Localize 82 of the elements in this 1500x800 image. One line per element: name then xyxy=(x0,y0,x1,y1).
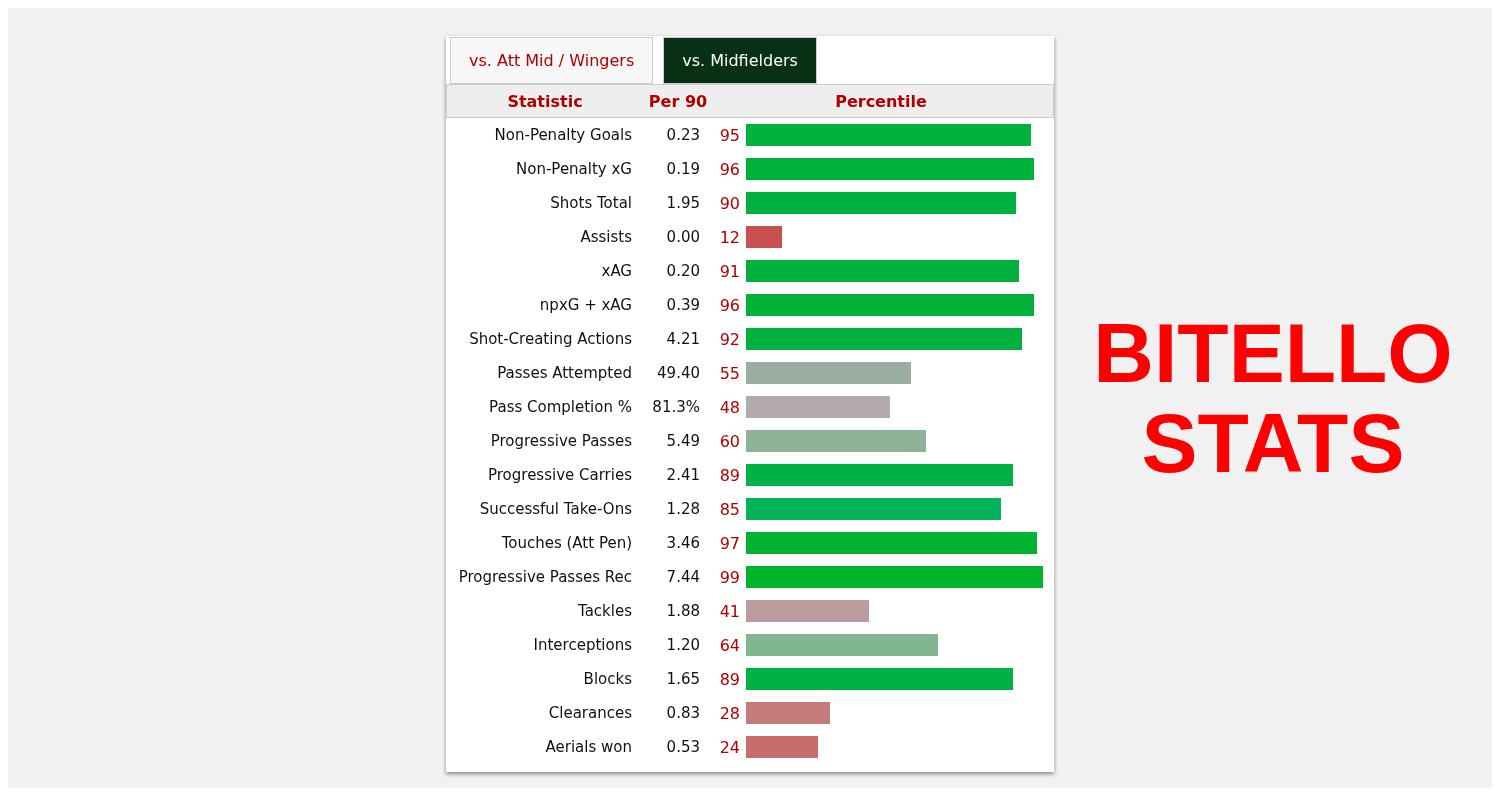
y2-tick-label: 0.83 xyxy=(666,704,700,723)
y2-tick-label: 1.65 xyxy=(666,670,700,689)
bar xyxy=(746,362,911,385)
bar xyxy=(746,668,1013,691)
bar xyxy=(746,600,869,623)
y2-axis-title: Per 90 xyxy=(647,91,709,111)
data-label: 99 xyxy=(719,567,740,587)
y2-tick-label: 49.40 xyxy=(657,364,700,383)
bar xyxy=(746,294,1034,317)
y2-tick-label: 1.95 xyxy=(666,194,700,213)
y2-tick-label: 0.20 xyxy=(666,262,700,281)
data-label: 96 xyxy=(719,295,740,315)
y2-tick-label: 0.53 xyxy=(666,738,700,757)
y2-tick-label: 4.21 xyxy=(666,330,700,349)
y-tick-label: Non-Penalty xG xyxy=(516,160,632,179)
bar xyxy=(746,634,938,657)
y-tick-label: Passes Attempted xyxy=(497,364,632,383)
y-tick-label: Non-Penalty Goals xyxy=(494,126,633,145)
bar xyxy=(746,158,1034,181)
text: BITELLO STATS xyxy=(1092,306,1454,490)
y-tick-label: Shots Total xyxy=(550,194,632,213)
y-tick-label: Touches (Att Pen) xyxy=(500,534,632,553)
text: vs. Midfielders xyxy=(663,37,817,84)
y-tick-label: Progressive Carries xyxy=(487,466,633,485)
text: vs. Att Mid / Wingers xyxy=(450,37,654,84)
y2-tick-label: 1.20 xyxy=(666,636,700,655)
y-tick-label: xAG xyxy=(601,262,632,281)
bar xyxy=(746,192,1016,215)
bar xyxy=(746,260,1019,283)
data-label: 55 xyxy=(719,363,740,383)
data-label: 85 xyxy=(719,499,740,519)
data-label: 97 xyxy=(719,533,740,553)
y-tick-label: Progressive Passes Rec xyxy=(458,568,632,587)
x-axis-title: Percentile xyxy=(834,91,928,111)
y2-tick-label: 7.44 xyxy=(666,568,700,587)
data-label: 91 xyxy=(719,261,740,281)
y2-tick-label: 0.23 xyxy=(666,126,700,145)
bar xyxy=(746,702,830,725)
y-tick-label: Tackles xyxy=(576,602,633,621)
data-label: 96 xyxy=(719,159,740,179)
y-tick-label: Blocks xyxy=(583,670,633,689)
y2-tick-label: 1.28 xyxy=(666,500,700,519)
y-tick-label: Aerials won xyxy=(545,738,632,757)
y-tick-label: npxG + xAG xyxy=(539,296,632,315)
bar xyxy=(746,430,926,453)
data-label: 24 xyxy=(719,737,740,757)
y2-tick-label: 0.19 xyxy=(666,160,700,179)
y2-tick-label: 0.00 xyxy=(666,228,700,247)
data-label: 12 xyxy=(719,227,740,247)
bar xyxy=(746,396,890,419)
y-tick-label: Interceptions xyxy=(533,636,633,655)
bar xyxy=(746,226,782,249)
data-label: 48 xyxy=(719,397,740,417)
data-label: 95 xyxy=(719,125,740,145)
bar xyxy=(746,328,1022,351)
data-label: 64 xyxy=(719,635,740,655)
data-label: 89 xyxy=(719,465,740,485)
data-label: 92 xyxy=(719,329,740,349)
data-label: 90 xyxy=(719,193,740,213)
y-tick-label: Assists xyxy=(580,228,633,247)
data-label: 28 xyxy=(719,703,740,723)
data-label: 60 xyxy=(719,431,740,451)
y2-tick-label: 2.41 xyxy=(666,466,700,485)
bar xyxy=(746,124,1031,147)
y-tick-label: Shot-Creating Actions xyxy=(469,330,633,349)
data-label: 89 xyxy=(719,669,740,689)
y2-tick-label: 81.3% xyxy=(652,398,700,417)
data-label: 41 xyxy=(719,601,740,621)
bar xyxy=(746,532,1037,555)
bar xyxy=(746,498,1001,521)
y2-tick-label: 5.49 xyxy=(666,432,700,451)
y-axis-title: Statistic xyxy=(506,91,584,111)
y-tick-label: Clearances xyxy=(548,704,633,723)
y2-tick-label: 0.39 xyxy=(666,296,700,315)
bar xyxy=(746,736,818,759)
y-tick-label: Pass Completion % xyxy=(489,398,632,417)
y2-tick-label: 3.46 xyxy=(666,534,700,553)
y-tick-label: Successful Take-Ons xyxy=(479,500,633,519)
y-tick-label: Progressive Passes xyxy=(490,432,633,451)
bar xyxy=(746,566,1043,589)
bar xyxy=(746,464,1013,487)
y2-tick-label: 1.88 xyxy=(666,602,700,621)
